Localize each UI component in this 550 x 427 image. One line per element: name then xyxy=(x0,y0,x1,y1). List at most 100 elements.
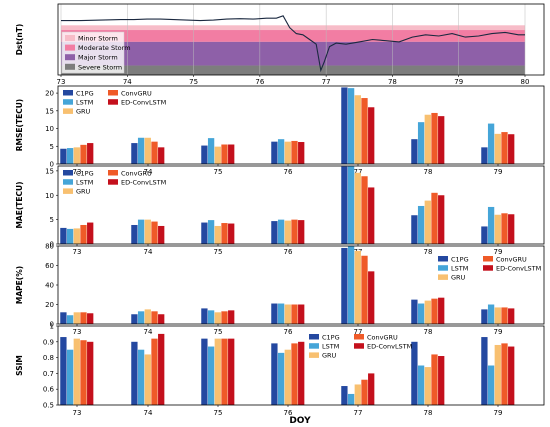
bar xyxy=(481,147,488,164)
y-axis-title: MAE(TECU) xyxy=(15,181,24,228)
bar xyxy=(214,225,221,244)
x-tick-label: 78 xyxy=(424,328,433,336)
y-tick-label: 20 xyxy=(45,90,54,98)
bar xyxy=(284,220,291,244)
bar xyxy=(201,222,208,244)
x-tick-label: 78 xyxy=(424,248,433,256)
dst-panel: 73 74 75 76 77 78 79 80 Dst(nT) Minor StormModera… xyxy=(15,3,545,86)
bar xyxy=(214,312,221,324)
x-tick-label: 76 xyxy=(284,328,293,336)
bar xyxy=(494,307,501,324)
legend-swatch xyxy=(63,170,73,176)
bar xyxy=(87,341,94,405)
legend-swatch xyxy=(63,108,73,114)
bar xyxy=(368,271,375,324)
x-tick-label: 80 xyxy=(521,78,530,86)
legend-label: C1PG xyxy=(76,89,94,97)
x-tick-label: 74 xyxy=(144,248,153,256)
x-tick-label: 76 xyxy=(284,409,293,417)
bar xyxy=(137,349,145,405)
y-tick-label: 20 xyxy=(45,301,54,309)
mape-panel: 0 20 40 60 80 73 74 75 76 77 78 79 MAPE(%) C1PG LSTMGR… xyxy=(15,243,545,336)
bar xyxy=(354,250,361,325)
bar xyxy=(66,148,74,164)
x-tick-label: 79 xyxy=(494,168,503,176)
bar xyxy=(361,176,368,244)
legend-swatch xyxy=(309,334,319,340)
bar xyxy=(361,379,368,405)
y-tick-label: 80 xyxy=(45,243,54,251)
bar xyxy=(66,228,74,244)
legend-swatch xyxy=(309,343,319,349)
bar xyxy=(501,132,508,164)
bar xyxy=(508,308,515,324)
bar xyxy=(60,337,67,405)
bar xyxy=(87,313,94,324)
x-tick-label: 78 xyxy=(388,78,397,86)
bar xyxy=(417,122,425,164)
bar xyxy=(494,133,501,164)
bar xyxy=(228,338,235,405)
bar xyxy=(60,148,67,164)
y-tick-label: 5 xyxy=(50,216,54,224)
bar xyxy=(221,144,228,164)
y-axis-title: MAPE(%) xyxy=(15,266,24,304)
legend-label: ConvGRU xyxy=(367,333,398,341)
bar xyxy=(431,298,438,324)
x-tick-label: 76 xyxy=(255,78,264,86)
bar xyxy=(411,215,418,244)
bar xyxy=(481,226,488,244)
x-tick-label: 73 xyxy=(73,248,82,256)
y-tick-label: 0.9 xyxy=(43,338,54,346)
bar xyxy=(494,344,501,405)
legend-swatch xyxy=(63,188,73,194)
legend-swatch xyxy=(65,44,75,51)
bar xyxy=(87,143,94,164)
legend-label: ConvGRU xyxy=(121,89,152,97)
legend-label: GRU xyxy=(76,108,91,116)
x-tick-label: 76 xyxy=(284,168,293,176)
bar xyxy=(60,312,67,324)
bar xyxy=(487,365,495,405)
legend-label: ED-ConvLSTM xyxy=(121,99,166,107)
x-tick-label: 77 xyxy=(354,328,363,336)
dst-line xyxy=(61,15,525,73)
bar xyxy=(508,346,515,405)
bar xyxy=(424,300,431,324)
bar xyxy=(347,246,355,324)
bar xyxy=(341,386,348,405)
legend-label: ED-ConvLSTM xyxy=(121,179,166,187)
bar xyxy=(354,95,361,164)
legend-label: GRU xyxy=(451,274,466,282)
bar xyxy=(151,338,158,405)
bar xyxy=(80,144,87,164)
x-tick-label: 74 xyxy=(123,78,132,86)
bar xyxy=(73,228,80,244)
legend-swatch xyxy=(438,256,448,262)
bar xyxy=(207,138,215,164)
y-tick-label: 10 xyxy=(45,192,54,200)
legend-swatch xyxy=(438,265,448,271)
bar xyxy=(277,219,285,245)
bar xyxy=(221,311,228,324)
x-tick-label: 75 xyxy=(214,328,223,336)
bar xyxy=(417,205,425,244)
bar xyxy=(158,314,165,324)
legend-swatch xyxy=(309,352,319,358)
x-tick-label: 75 xyxy=(214,248,223,256)
legend-label: ED-ConvLSTM xyxy=(367,343,412,351)
bar xyxy=(137,311,145,324)
bar xyxy=(438,116,445,164)
bar xyxy=(424,367,431,405)
bar xyxy=(368,373,375,405)
legend-label: LSTM xyxy=(76,99,93,107)
legend-label: C1PG xyxy=(322,333,340,341)
y-axis-title: SSIM xyxy=(15,355,24,376)
bar xyxy=(201,145,208,164)
bar xyxy=(221,223,228,244)
legend-label: ED-ConvLSTM xyxy=(496,265,541,273)
mae-panel: 0 5 10 15 73 74 75 76 77 78 79 MAE(TECU) C1PG LSTMGRU… xyxy=(15,165,545,256)
bar xyxy=(60,227,67,244)
